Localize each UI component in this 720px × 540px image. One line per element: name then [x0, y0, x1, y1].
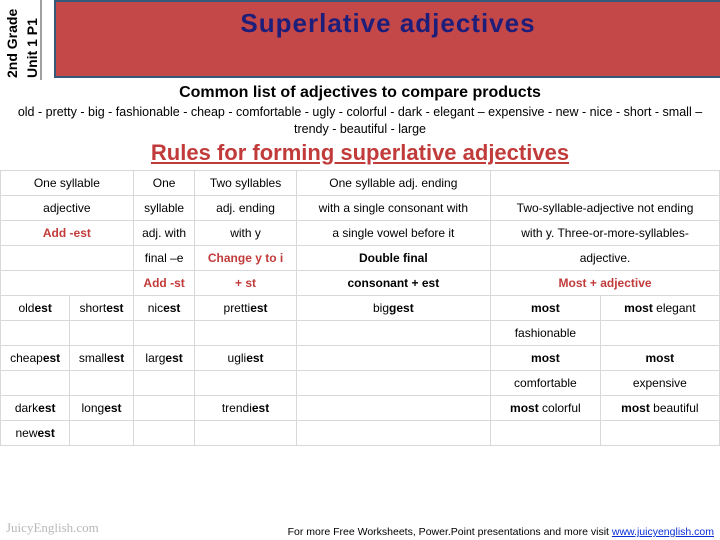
- cell: most beautiful: [600, 395, 719, 420]
- cell: [1, 370, 70, 395]
- cell: most: [491, 345, 601, 370]
- cell: most elegant: [600, 295, 719, 320]
- cell: [600, 320, 719, 345]
- cell: most: [491, 295, 601, 320]
- cell: with a single consonant with: [296, 195, 490, 220]
- cell: [600, 420, 719, 445]
- cell: shortest: [70, 295, 133, 320]
- cell: [296, 395, 490, 420]
- header: 2nd Grade Unit 1 P1 Superlative adjectiv…: [0, 0, 720, 80]
- cell: biggest: [296, 295, 490, 320]
- cell: consonant + est: [296, 270, 490, 295]
- cell: [1, 320, 70, 345]
- cell: with y. Three-or-more-syllables-: [491, 220, 720, 245]
- cell: Most + adjective: [491, 270, 720, 295]
- cell: One syllable adj. ending: [296, 170, 490, 195]
- adjective-list: old - pretty - big - fashionable - cheap…: [8, 104, 712, 138]
- cell: [195, 320, 296, 345]
- cell: expensive: [600, 370, 719, 395]
- cell: Two-syllable-adjective not ending: [491, 195, 720, 220]
- cell: with y: [195, 220, 296, 245]
- cell: a single vowel before it: [296, 220, 490, 245]
- cell: most colorful: [491, 395, 601, 420]
- cell: smallest: [70, 345, 133, 370]
- cell: [195, 420, 296, 445]
- cell: [1, 270, 134, 295]
- cell: [491, 170, 720, 195]
- cell: [133, 320, 195, 345]
- grade-label: 2nd Grade: [4, 9, 20, 78]
- cell: oldest: [1, 295, 70, 320]
- cell: trendiest: [195, 395, 296, 420]
- rules-table: One syllable One Two syllables One sylla…: [0, 170, 720, 446]
- cell: Double final: [296, 245, 490, 270]
- cell: [491, 420, 601, 445]
- cell: [296, 320, 490, 345]
- cell: syllable: [133, 195, 195, 220]
- footer-link[interactable]: www.juicyenglish.com: [612, 526, 714, 538]
- page-title: Superlative adjectives: [240, 8, 535, 39]
- subheading-1: Common list of adjectives to compare pro…: [0, 84, 720, 102]
- cell: fashionable: [491, 320, 601, 345]
- cell: + st: [195, 270, 296, 295]
- cell: [133, 420, 195, 445]
- cell: darkest: [1, 395, 70, 420]
- unit-label: Unit 1 P1: [24, 18, 40, 78]
- cell: [133, 395, 195, 420]
- cell: adj. ending: [195, 195, 296, 220]
- cell: adj. with: [133, 220, 195, 245]
- footer: For more Free Worksheets, Power.Point pr…: [288, 526, 714, 538]
- cell: [70, 370, 133, 395]
- cell: [70, 320, 133, 345]
- cell: cheapest: [1, 345, 70, 370]
- title-band: Superlative adjectives: [54, 0, 720, 78]
- cell: ugliest: [195, 345, 296, 370]
- cell: Add -est: [1, 220, 134, 245]
- cell: [133, 370, 195, 395]
- cell: [296, 345, 490, 370]
- cell: prettiest: [195, 295, 296, 320]
- cell: most: [600, 345, 719, 370]
- cell: longest: [70, 395, 133, 420]
- cell: newest: [1, 420, 70, 445]
- cell: [195, 370, 296, 395]
- cell: One: [133, 170, 195, 195]
- cell: comfortable: [491, 370, 601, 395]
- cell: Change y to i: [195, 245, 296, 270]
- cell: [70, 420, 133, 445]
- cell: [296, 370, 490, 395]
- watermark: JuicyEnglish.com: [6, 520, 99, 536]
- cell: adjective: [1, 195, 134, 220]
- cell: final –e: [133, 245, 195, 270]
- cell: nicest: [133, 295, 195, 320]
- cell: One syllable: [1, 170, 134, 195]
- cell: [296, 420, 490, 445]
- cell: Two syllables: [195, 170, 296, 195]
- cell: [1, 245, 134, 270]
- footer-text: For more Free Worksheets, Power.Point pr…: [288, 526, 612, 538]
- cell: Add -st: [133, 270, 195, 295]
- cell: largest: [133, 345, 195, 370]
- cell: adjective.: [491, 245, 720, 270]
- rules-heading: Rules for forming superlative adjectives: [0, 140, 720, 166]
